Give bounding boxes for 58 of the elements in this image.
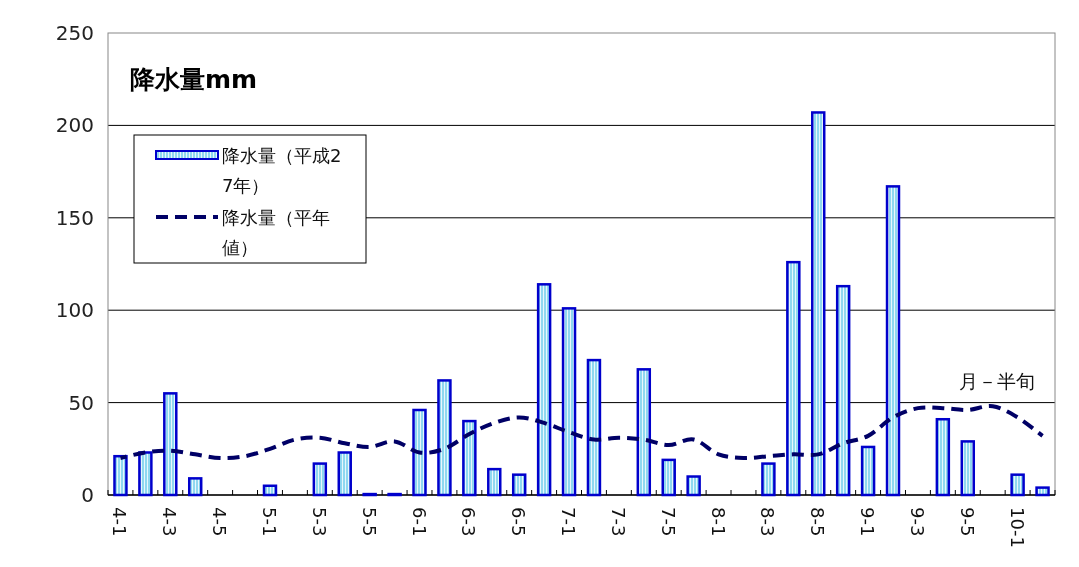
bar xyxy=(860,445,876,497)
bar xyxy=(487,467,502,497)
bar xyxy=(462,419,477,497)
x-tick-label: 9-1 xyxy=(857,507,879,537)
bar xyxy=(163,392,178,497)
bar xyxy=(113,454,128,497)
bar xyxy=(1010,473,1025,497)
bar xyxy=(586,358,602,497)
x-tick-label: 8-1 xyxy=(707,507,729,537)
bar xyxy=(835,284,851,497)
x-tick-label: 9-5 xyxy=(956,507,978,537)
bar xyxy=(811,111,826,497)
bar xyxy=(337,451,352,497)
legend-label: 降水量（平成27年） xyxy=(222,145,342,196)
bar xyxy=(1035,486,1050,497)
bar xyxy=(661,458,676,497)
bar xyxy=(262,484,278,497)
x-tick-label: 5-1 xyxy=(258,507,280,537)
y-tick-label: 250 xyxy=(55,21,94,45)
bar xyxy=(536,283,552,497)
bar xyxy=(511,473,527,497)
x-tick-label: 6-1 xyxy=(408,507,430,537)
bar xyxy=(960,440,976,497)
x-tick-label: 4-1 xyxy=(109,507,131,537)
y-tick-label: 100 xyxy=(55,298,94,323)
bar xyxy=(138,451,153,497)
text: 降水量mm xyxy=(130,65,258,94)
x-tick-label: 5-5 xyxy=(358,507,380,537)
bar xyxy=(686,475,701,497)
bar xyxy=(187,477,203,497)
bar xyxy=(412,408,427,497)
bar xyxy=(885,185,901,497)
annotation: 月－半旬 xyxy=(959,369,1035,392)
x-tick-label: 6-3 xyxy=(458,507,480,537)
line-series xyxy=(118,404,1045,461)
x-tick-label: 7-5 xyxy=(657,507,679,537)
x-tick-label: 10-1 xyxy=(1006,507,1028,548)
x-tick-label: 8-5 xyxy=(807,507,829,537)
bar xyxy=(786,260,801,497)
x-tick-label: 5-3 xyxy=(308,507,330,537)
y-tick-label: 200 xyxy=(55,113,94,138)
x-tick-label: 8-3 xyxy=(757,507,779,537)
x-tick-label: 7-3 xyxy=(607,507,629,537)
x-tick-label: 9-3 xyxy=(906,507,928,537)
bar xyxy=(761,462,776,497)
y-tick-label: 0 xyxy=(81,483,94,507)
bar xyxy=(636,368,652,497)
bar xyxy=(437,379,452,497)
bar xyxy=(312,462,328,497)
x-tick-label: 4-5 xyxy=(209,507,231,537)
legend-label: 降水量（平年値） xyxy=(222,207,330,258)
bar xyxy=(935,417,951,497)
x-tick-label: 6-5 xyxy=(508,507,530,537)
bar xyxy=(561,307,577,497)
y-tick-label: 150 xyxy=(55,205,94,230)
x-tick-label: 4-3 xyxy=(159,507,181,537)
x-tick-label: 7-1 xyxy=(558,507,580,537)
y-tick-label: 50 xyxy=(68,390,94,415)
